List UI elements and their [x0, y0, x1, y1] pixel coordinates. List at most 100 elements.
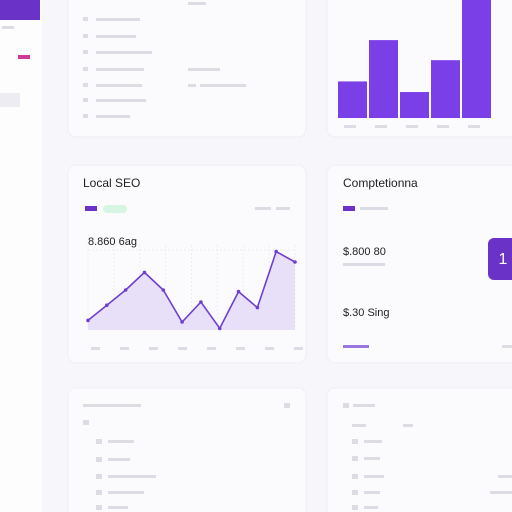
- placeholder: [352, 424, 366, 427]
- point: [255, 305, 260, 310]
- placeholder: [96, 490, 102, 495]
- placeholder: [96, 68, 144, 71]
- point: [236, 289, 241, 294]
- point: [161, 288, 166, 292]
- point: [274, 249, 278, 254]
- placeholder: [83, 114, 88, 118]
- placeholder: [83, 404, 141, 407]
- card-title: Local SEO: [83, 176, 140, 190]
- placeholder: [96, 505, 102, 510]
- placeholder: [96, 35, 136, 38]
- sidebar: [0, 0, 42, 512]
- placeholder: [83, 50, 88, 54]
- list-card: [67, 387, 307, 512]
- legend-swatch: [343, 206, 355, 211]
- placeholder: [83, 17, 88, 21]
- placeholder: [108, 491, 144, 494]
- placeholder: [96, 99, 146, 102]
- point: [180, 320, 184, 324]
- placeholder: [490, 491, 512, 494]
- card-title: Comptetionna: [343, 176, 418, 190]
- placeholder: [437, 125, 449, 128]
- placeholder: [96, 51, 152, 54]
- placeholder: [353, 404, 375, 407]
- placeholder: [265, 347, 274, 350]
- placeholder: [375, 125, 387, 128]
- badge[interactable]: [488, 238, 512, 280]
- legend-swatch: [85, 206, 97, 211]
- point: [293, 260, 297, 264]
- placeholder: [188, 84, 196, 87]
- placeholder: [96, 439, 102, 444]
- placeholder: [108, 458, 130, 461]
- placeholder: [352, 456, 358, 461]
- placeholder: [294, 347, 303, 350]
- link[interactable]: [343, 345, 369, 348]
- placeholder: [403, 424, 413, 427]
- badge-text: 1: [499, 251, 508, 268]
- placeholder: [108, 440, 134, 443]
- placeholder: [200, 84, 246, 87]
- placeholder: [352, 505, 358, 510]
- placeholder: [188, 68, 220, 71]
- placeholder: [364, 491, 380, 494]
- point: [123, 288, 128, 292]
- placeholder: [108, 475, 156, 478]
- placeholder: [91, 347, 100, 350]
- placeholder: [498, 475, 512, 478]
- sidebar-logo: [0, 0, 40, 20]
- point: [199, 300, 203, 304]
- placeholder: [96, 18, 140, 21]
- placeholder: [344, 125, 356, 128]
- placeholder: [149, 347, 158, 350]
- point: [86, 318, 90, 323]
- placeholder: [255, 207, 271, 210]
- metric-value: $.30 Sing: [343, 307, 389, 319]
- competition-card: [326, 164, 512, 364]
- table-card: [67, 0, 307, 138]
- placeholder: [364, 440, 382, 443]
- placeholder: [83, 34, 88, 38]
- placeholder: [364, 457, 380, 460]
- point: [105, 303, 109, 308]
- point: [217, 326, 222, 331]
- bar: [400, 92, 429, 118]
- placeholder: [364, 475, 384, 478]
- sidebar-badge: [18, 55, 30, 59]
- legend-pill: [103, 205, 127, 213]
- local-seo-card: [67, 164, 307, 364]
- placeholder: [188, 2, 206, 5]
- placeholder: [83, 67, 88, 71]
- placeholder: [96, 115, 130, 118]
- point: [142, 270, 147, 275]
- placeholder: [276, 207, 290, 210]
- placeholder: [360, 207, 388, 210]
- placeholder: [406, 125, 418, 128]
- placeholder: [352, 474, 358, 479]
- area: [88, 251, 295, 330]
- placeholder: [343, 403, 349, 408]
- placeholder: [352, 490, 358, 495]
- sidebar-active[interactable]: [0, 93, 20, 107]
- placeholder: [284, 403, 290, 408]
- placeholder: [207, 347, 216, 350]
- bar: [369, 40, 398, 119]
- bar: [338, 81, 367, 118]
- placeholder: [502, 345, 512, 348]
- bar: [462, 0, 491, 118]
- metric-value: $.800 80: [343, 246, 386, 258]
- metric-value: 8.860 6ag: [88, 236, 137, 248]
- placeholder: [343, 263, 385, 266]
- placeholder: [108, 506, 128, 509]
- placeholder: [352, 439, 358, 444]
- line: [87, 250, 296, 330]
- placeholder: [468, 125, 480, 128]
- bar: [431, 60, 460, 118]
- placeholder: [96, 474, 102, 479]
- sidebar-item[interactable]: [2, 26, 14, 29]
- list-card: [326, 387, 512, 512]
- placeholder: [178, 347, 187, 350]
- placeholder: [83, 83, 88, 87]
- placeholder: [83, 98, 88, 102]
